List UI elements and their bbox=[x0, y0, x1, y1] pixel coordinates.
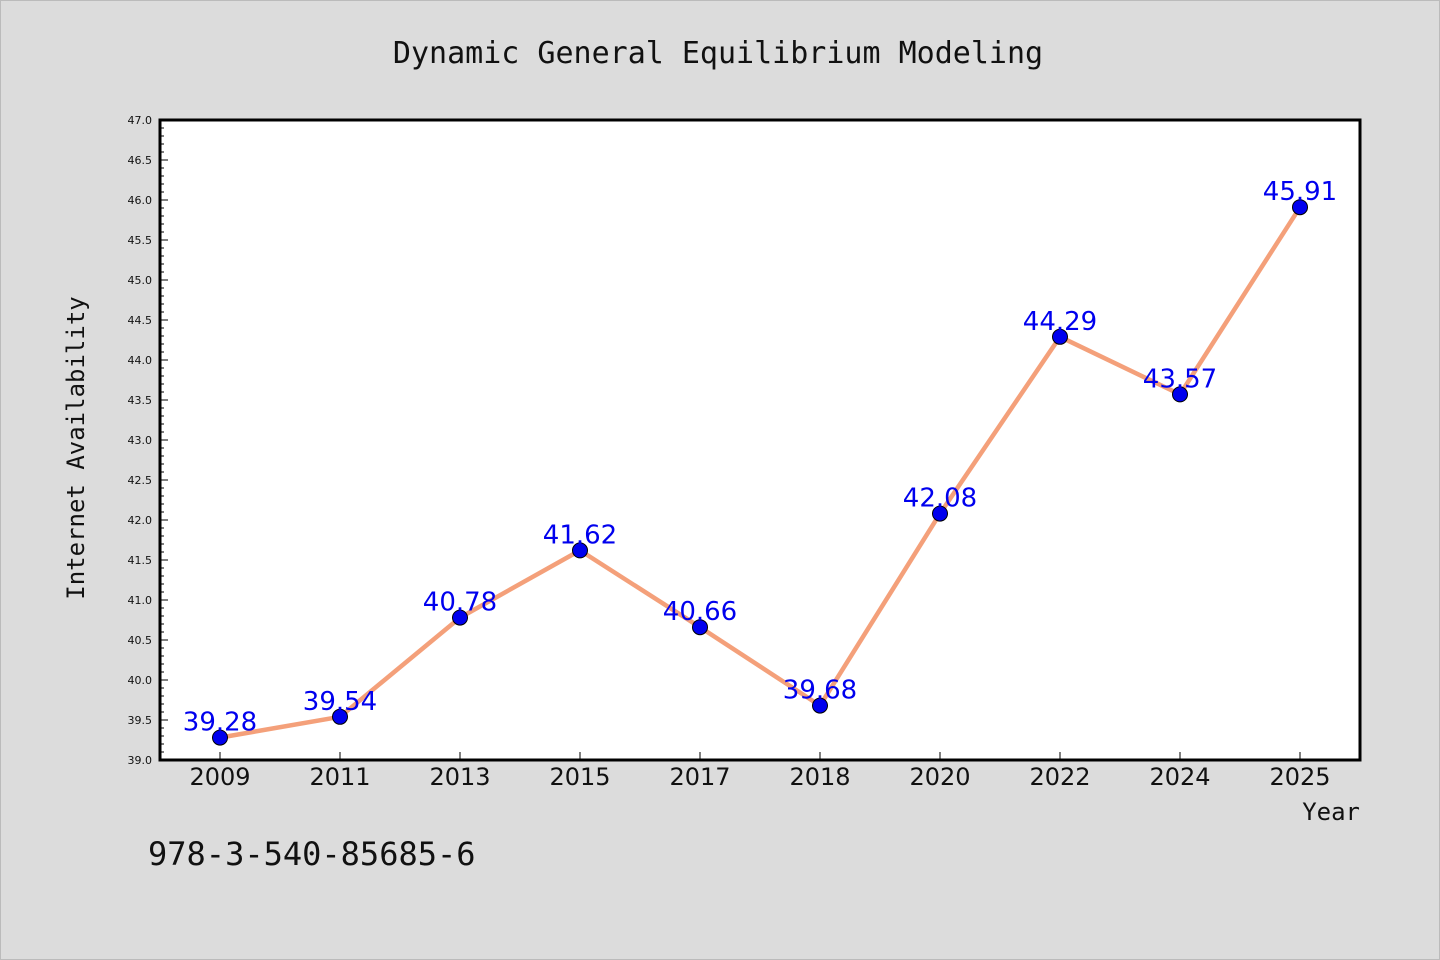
x-tick-label: 2017 bbox=[669, 763, 730, 791]
data-point bbox=[452, 609, 468, 626]
data-point bbox=[1172, 386, 1188, 403]
y-tick-label: 47.0 bbox=[128, 114, 153, 127]
y-axis: 39.0 39.5 40.0 40.5 41.0 41.5 42.0 42.5 43.0 43.5… bbox=[128, 114, 168, 767]
data-label: 42.08 bbox=[903, 484, 977, 514]
data-point bbox=[1292, 199, 1308, 216]
plot-area bbox=[160, 120, 1360, 760]
y-tick-label: 41.5 bbox=[128, 554, 153, 567]
data-markers bbox=[212, 199, 1308, 746]
y-tick-label: 39.5 bbox=[128, 714, 153, 727]
data-point bbox=[932, 505, 948, 522]
y-tick-label: 39.0 bbox=[128, 754, 153, 767]
y-axis-label: Internet Availability bbox=[62, 296, 90, 599]
x-axis: 2009 2011 2013 2015 2017 2018 2020 2022 2024 2025 bbox=[189, 752, 1331, 791]
y-tick-label: 44.0 bbox=[128, 354, 153, 367]
data-label: 43.57 bbox=[1143, 364, 1217, 394]
x-tick-label: 2015 bbox=[549, 763, 610, 791]
data-point bbox=[332, 708, 348, 725]
data-point bbox=[692, 619, 708, 636]
x-tick-label: 2024 bbox=[1149, 763, 1210, 791]
y-tick-label: 40.0 bbox=[128, 674, 153, 687]
x-tick-label: 2025 bbox=[1269, 763, 1330, 791]
x-tick-label: 2018 bbox=[789, 763, 850, 791]
y-tick-label: 46.0 bbox=[128, 194, 153, 207]
data-point bbox=[812, 697, 828, 714]
data-label: 39.54 bbox=[303, 687, 377, 717]
y-tick-label: 44.5 bbox=[128, 314, 153, 327]
y-tick-label: 40.5 bbox=[128, 634, 153, 647]
x-tick-label: 2022 bbox=[1029, 763, 1090, 791]
data-label: 44.29 bbox=[1023, 307, 1097, 337]
plot-frame bbox=[158, 118, 1362, 762]
data-label: 39.28 bbox=[183, 708, 257, 738]
data-point bbox=[1052, 328, 1068, 345]
y-tick-label: 42.5 bbox=[128, 474, 153, 487]
x-tick-label: 2011 bbox=[309, 763, 370, 791]
y-tick-label: 41.0 bbox=[128, 594, 153, 607]
data-label: 45.91 bbox=[1263, 177, 1337, 207]
x-tick-label: 2009 bbox=[189, 763, 250, 791]
x-tick-label: 2013 bbox=[429, 763, 490, 791]
y-tick-label: 42.0 bbox=[128, 514, 153, 527]
series-line bbox=[219, 205, 1302, 740]
y-tick-label: 45.5 bbox=[128, 234, 153, 247]
data-point bbox=[212, 729, 228, 746]
y-tick-label: 45.0 bbox=[128, 274, 153, 287]
data-label: 40.66 bbox=[663, 597, 737, 627]
data-label: 40.78 bbox=[423, 588, 497, 618]
x-tick-label: 2020 bbox=[909, 763, 970, 791]
y-tick-label: 43.5 bbox=[128, 394, 153, 407]
chart-title: Dynamic General Equilibrium Modeling bbox=[393, 36, 1043, 71]
data-point bbox=[572, 542, 588, 559]
data-labels: 39.28 39.54 40.78 41.62 40.66 39.68 42.08 44.29… bbox=[183, 177, 1337, 737]
data-label: 41.62 bbox=[543, 520, 617, 550]
isbn-annotation: 978-3-540-85685-6 bbox=[148, 835, 476, 873]
x-axis-label: Year bbox=[1302, 798, 1360, 826]
y-tick-label: 43.0 bbox=[128, 434, 153, 447]
data-label: 39.68 bbox=[783, 676, 857, 706]
y-tick-label: 46.5 bbox=[128, 154, 153, 167]
